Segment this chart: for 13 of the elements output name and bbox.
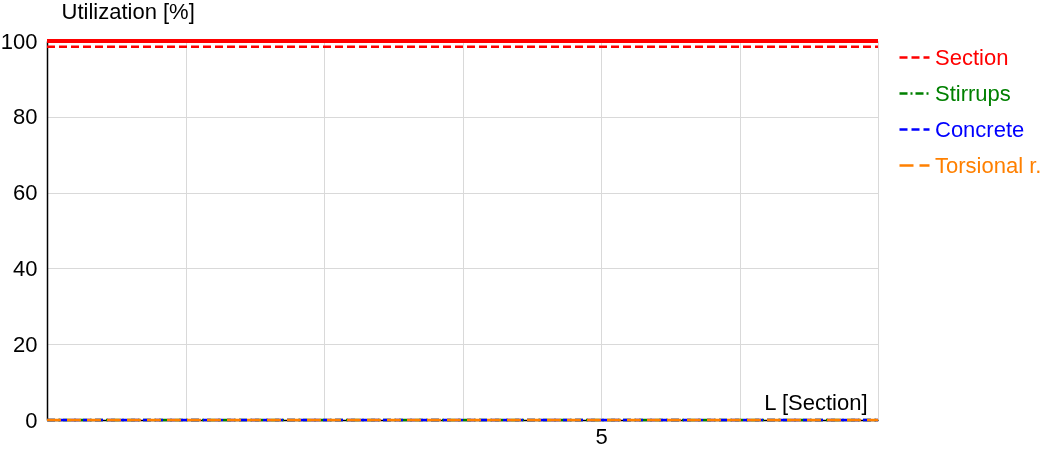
legend-label: Concrete — [935, 116, 1025, 142]
y-tick-label: 0 — [25, 407, 38, 433]
x-axis-title: L [Section] — [764, 389, 868, 415]
y-tick-label: 60 — [13, 180, 38, 206]
y-tick-label: 40 — [13, 255, 38, 281]
y-tick-label: 20 — [13, 331, 38, 357]
y-tick-label: 80 — [13, 104, 38, 130]
legend-label: Section — [935, 44, 1009, 70]
x-tick-label: 5 — [595, 423, 608, 449]
y-axis-title: Utilization [%] — [61, 0, 195, 24]
y-tick-label: 100 — [0, 28, 38, 54]
legend-label: Stirrups — [935, 80, 1011, 106]
legend-label: Torsional r. — [935, 152, 1042, 178]
